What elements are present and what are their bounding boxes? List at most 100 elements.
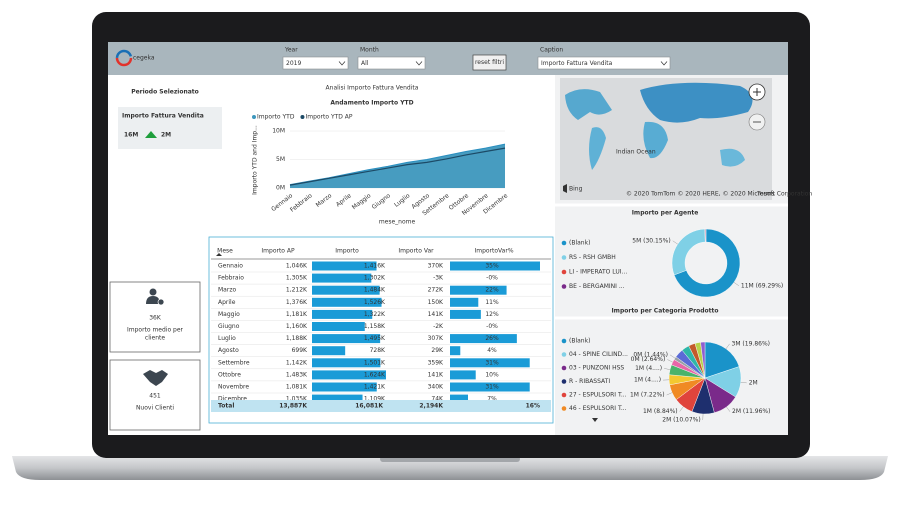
data-bar [312, 370, 386, 380]
table-cell: 141K [428, 371, 444, 378]
data-bar [312, 297, 382, 307]
table-total: 13,887K [279, 403, 307, 410]
table-cell: -3K [433, 275, 444, 282]
column-header[interactable]: Importo [335, 248, 359, 255]
table-cell: 7% [487, 396, 497, 403]
legend-label[interactable]: 03 - PUNZONI HSS [569, 365, 624, 372]
table-cell: 1,035K [286, 396, 308, 403]
table-cell: 31% [485, 359, 499, 366]
data-bar [312, 309, 373, 319]
reset-button[interactable] [472, 54, 507, 71]
dropdown[interactable] [357, 56, 426, 70]
slice-label: 2M [749, 379, 758, 386]
reset-button-label[interactable]: reset filtri [475, 59, 504, 66]
dropdown[interactable] [537, 56, 671, 70]
total-row [211, 400, 551, 412]
legend-label[interactable]: (Blank) [569, 338, 590, 345]
table-cell: -0% [486, 323, 498, 330]
filter-label: Year [284, 47, 298, 54]
legend-label[interactable]: RS - RSH GMBH [569, 254, 616, 261]
kpi-value: 451 [149, 393, 161, 400]
slice-label: 1M (4....) [635, 365, 662, 372]
column-header[interactable]: Mese [217, 248, 233, 255]
data-bar [450, 346, 461, 356]
leader-line [672, 240, 678, 245]
data-bar [450, 382, 530, 392]
legend-label[interactable]: 46 - ESPULSORI T... [569, 405, 627, 412]
data-bar [450, 309, 481, 319]
table-cell: 1,142K [286, 359, 308, 366]
slice-label: 11M (69.29%) [741, 282, 783, 289]
logo: cegeka [133, 55, 155, 62]
table-cell: 370K [428, 263, 444, 270]
kpi-label: cliente [145, 335, 165, 342]
kpi-icon [143, 370, 168, 386]
table-cell: 1,526K [364, 299, 386, 306]
slice-label: 2M (11.96%) [732, 408, 770, 415]
table-cell: 1,484K [364, 287, 386, 294]
legend-marker [561, 352, 567, 357]
kpi-icon [149, 288, 157, 296]
column-header[interactable]: Importo AP [261, 248, 295, 255]
data-bar [312, 358, 381, 368]
data-bar [450, 358, 530, 368]
dropdown-chevron [338, 61, 346, 66]
table-cell: 272K [428, 287, 444, 294]
table-cell: 1,158K [364, 323, 386, 330]
scroll-arrow[interactable] [592, 418, 598, 422]
table-cell: 1,495K [364, 335, 386, 342]
y-tick-label: 10M [272, 128, 285, 135]
data-bar [450, 394, 468, 404]
map [560, 78, 772, 200]
table-total: 2,194K [419, 403, 443, 410]
column-header[interactable]: Importo Var [398, 248, 434, 255]
legend-label[interactable]: 27 - ESPULSORI T... [569, 392, 627, 399]
dropdown[interactable] [282, 56, 349, 70]
legend-marker [561, 365, 567, 371]
dropdown-value: 2019 [286, 60, 301, 67]
leader-line [725, 343, 730, 349]
table-cell: 1,624K [364, 371, 386, 378]
filter-label: Caption [540, 47, 563, 54]
table-cell: 22% [485, 287, 499, 294]
legend-label[interactable]: 04 - SPINE CILIND... [569, 351, 628, 358]
table-cell: 1,160K [286, 323, 308, 330]
data-bar [450, 297, 479, 307]
dropdown-value: Importo Fattura Vendita [541, 60, 613, 67]
kpi-icon [146, 296, 160, 304]
table-cell: 728K [370, 347, 386, 354]
table-total: Total [218, 403, 234, 410]
data-bar [450, 334, 517, 344]
data-bar [312, 334, 381, 344]
table-cell: Aprile [218, 299, 236, 306]
logo-mark [115, 49, 133, 67]
leader-line [666, 392, 673, 396]
table-cell: 1,305K [286, 275, 308, 282]
filter-label: Month [360, 47, 379, 54]
table-cell: 340K [428, 384, 444, 391]
map-terms[interactable]: Terms [756, 191, 775, 198]
slice-label: 0M (1.44%) [633, 351, 668, 358]
legend-label[interactable]: LI - IMPERATO LUI... [569, 269, 627, 276]
table-cell: 11% [485, 299, 499, 306]
legend-label[interactable]: (Blank) [569, 240, 590, 247]
table-cell: 1,501K [364, 359, 386, 366]
legend-label[interactable]: BE - BERGAMINI ... [569, 283, 625, 290]
data-bar [450, 370, 476, 380]
chart-title: Andamento Importo YTD [330, 100, 413, 107]
summary-card [118, 107, 222, 149]
logo-mark [115, 49, 133, 67]
data-bar [312, 285, 380, 295]
header-bar [108, 42, 788, 75]
legend-marker [561, 379, 567, 384]
table-cell: -2K [433, 323, 444, 330]
column-header[interactable]: ImportoVar% [474, 248, 513, 255]
kpi-label: Importo medio per [127, 327, 184, 334]
legend-marker [561, 255, 567, 260]
leader-line [669, 354, 676, 359]
legend-marker [561, 338, 567, 344]
table-cell: Marzo [218, 287, 236, 294]
dropdown-chevron [415, 61, 423, 66]
legend-label[interactable]: R - RIBASSATI [569, 378, 610, 385]
